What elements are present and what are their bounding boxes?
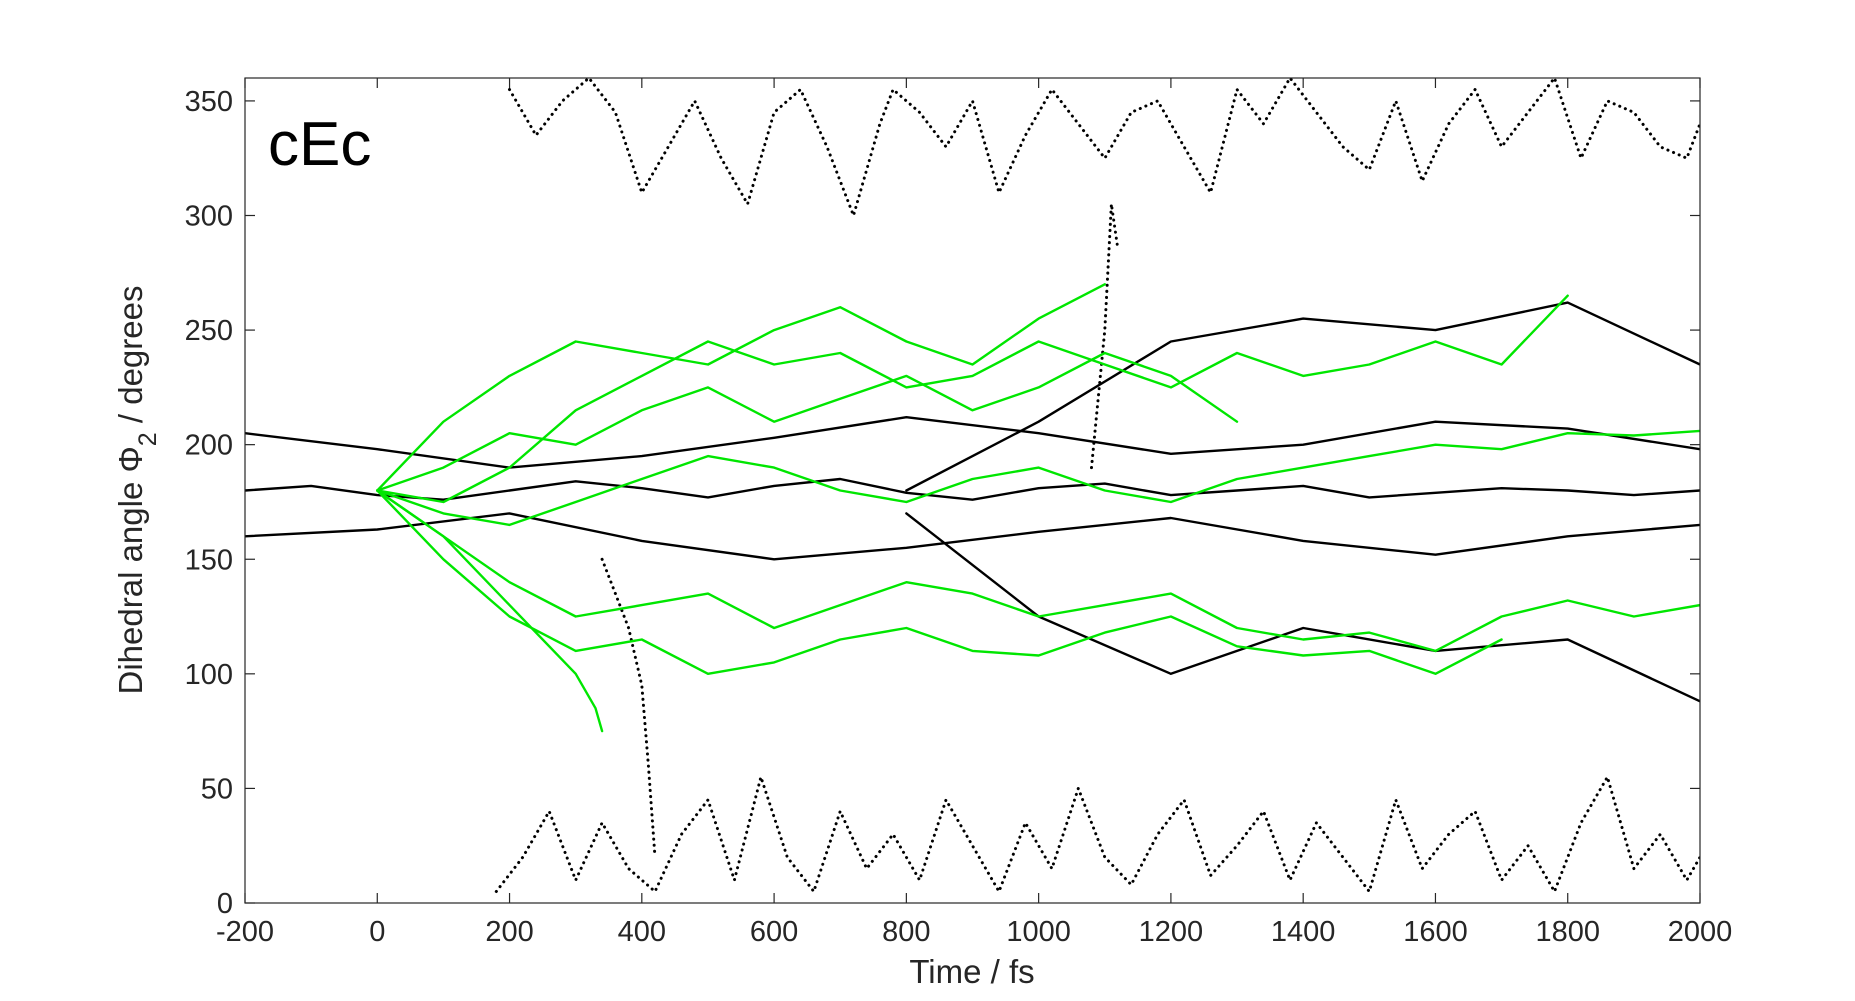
x-tick-label: 1400 <box>1271 916 1336 948</box>
x-tick-label: 800 <box>882 916 930 948</box>
excited-state-trajectory <box>376 489 1503 675</box>
panel-label: cEc <box>268 110 371 179</box>
ground-state-trajectory <box>905 301 1700 492</box>
y-tick-label: 100 <box>185 659 233 691</box>
ground-state-trajectory <box>245 416 1700 469</box>
excited-state-trajectory <box>376 429 1700 527</box>
y-axis-label-prefix: Dihedral angle Φ <box>112 446 149 694</box>
series-layer <box>245 78 1700 893</box>
x-tick-label: 1800 <box>1535 916 1600 948</box>
y-axis: 0 50 100 150 200 250 300 350 <box>185 86 1700 920</box>
y-tick-label: 350 <box>185 86 233 118</box>
x-tick-label: 200 <box>485 916 533 948</box>
x-tick-label: 2000 <box>1668 916 1733 948</box>
ground-state-trajectory <box>1090 202 1120 470</box>
y-axis-label-subscript: 2 <box>134 432 162 446</box>
y-axis-label-suffix: / degrees <box>112 286 149 433</box>
excited-state-trajectory <box>376 489 604 733</box>
ground-state-trajectory <box>494 775 1700 893</box>
y-tick-label: 200 <box>185 430 233 462</box>
x-axis: -200 0 200 400 600 800 1000 1200 1400 1600 1800 200… <box>216 78 1732 948</box>
ground-state-trajectory <box>245 512 1700 561</box>
plot-frame <box>244 77 1701 904</box>
excited-state-trajectory <box>376 283 1107 492</box>
x-tick-label: 600 <box>750 916 798 948</box>
ground-state-trajectory <box>245 477 1700 501</box>
excited-state-trajectory <box>376 294 1569 504</box>
y-tick-label: 50 <box>201 773 233 805</box>
y-tick-label: 300 <box>185 201 233 233</box>
ground-state-trajectory <box>600 557 657 859</box>
y-tick-label: 150 <box>185 544 233 576</box>
x-tick-label: 1600 <box>1403 916 1468 948</box>
x-tick-label: 1200 <box>1139 916 1204 948</box>
excited-state-trajectory <box>376 489 1700 653</box>
x-tick-label: 1000 <box>1006 916 1071 948</box>
y-tick-label: 0 <box>217 888 233 920</box>
y-axis-label: Dihedral angle Φ2 / degrees <box>112 286 162 695</box>
x-tick-label: 400 <box>618 916 666 948</box>
x-tick-label: 0 <box>369 916 385 948</box>
x-tick-label: -200 <box>216 916 274 948</box>
y-tick-label: 250 <box>185 315 233 347</box>
excited-state-trajectory <box>376 351 1239 492</box>
x-axis-label: Time / fs <box>909 953 1034 990</box>
